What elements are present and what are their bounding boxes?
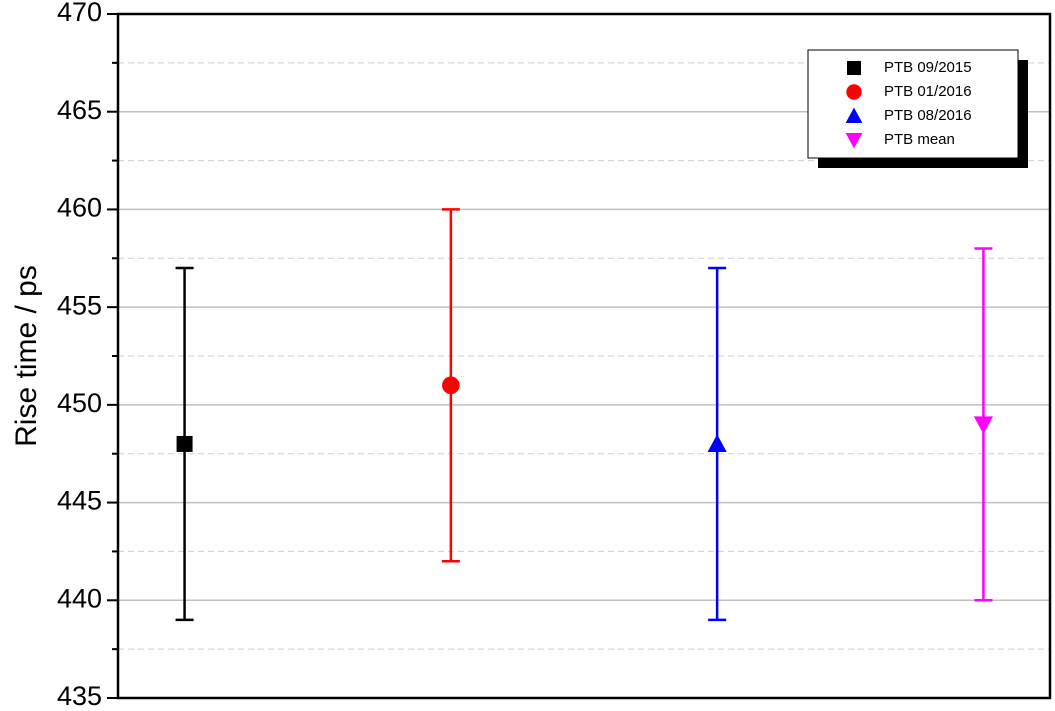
y-axis-label: Rise time / ps [10,265,43,447]
legend-marker [845,107,863,123]
y-tick-label: 450 [57,388,102,418]
marker [442,376,460,395]
y-tick-label: 470 [57,0,102,27]
legend-box [807,49,1019,159]
y-tick-label: 435 [57,681,102,711]
legend-marker [846,84,862,100]
y-tick-label: 455 [57,290,102,320]
legend-label: PTB 01/2016 [884,83,972,100]
plot-frame [116,12,1052,700]
marker [176,435,193,452]
legend-marker [847,61,861,75]
legend-label: PTB 09/2015 [884,59,972,76]
legend-marker [845,133,863,149]
legend-label: PTB 08/2016 [884,107,972,124]
y-tick-label: 460 [57,193,102,223]
legend-label: PTB mean [884,131,955,148]
marker [973,416,994,434]
y-tick-label: 440 [57,583,102,613]
marker [707,434,727,452]
y-tick-label: 445 [57,486,102,516]
y-tick-label: 465 [57,95,102,125]
